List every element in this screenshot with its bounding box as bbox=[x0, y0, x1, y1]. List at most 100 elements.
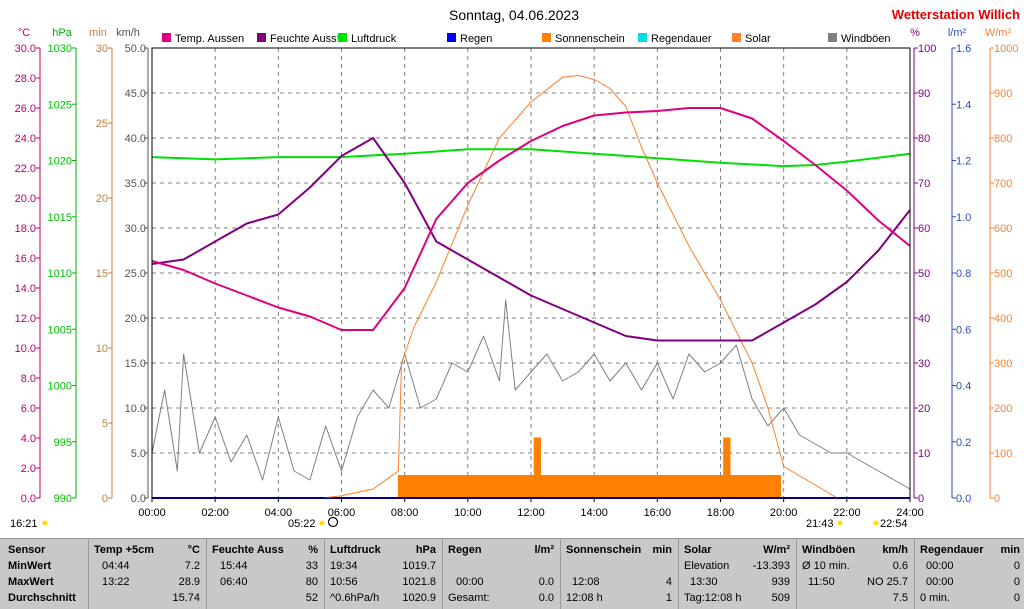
grid bbox=[152, 48, 910, 498]
tick-label-temp: 14.0 bbox=[15, 283, 36, 295]
moon-icon bbox=[327, 516, 339, 528]
tick-label-solar: 900 bbox=[994, 88, 1012, 100]
stats-humidity-min-time: 15:44 bbox=[220, 560, 248, 572]
tick-label-temp: 16.0 bbox=[15, 253, 36, 265]
x-tick-label: 22:00 bbox=[833, 507, 861, 519]
legend-swatch-rainduration bbox=[638, 33, 647, 42]
tick-label-temp: 8.0 bbox=[21, 373, 36, 385]
stats-humidity-min-value: 33 bbox=[305, 560, 318, 572]
tick-label-wind: 35.0 bbox=[125, 178, 146, 190]
stats-temp-max-time: 13:22 bbox=[102, 576, 130, 588]
stats-rainduration-unit: min bbox=[1000, 544, 1020, 556]
tick-label-humidity: 50 bbox=[918, 268, 930, 280]
tick-label-humidity: 80 bbox=[918, 133, 930, 145]
stats-table: Sensor MinWert MaxWert Durchschnitt Temp… bbox=[0, 538, 1024, 609]
tick-label-solar: 100 bbox=[994, 448, 1012, 460]
x-tick-label: 14:00 bbox=[580, 507, 608, 519]
x-tick-label: 20:00 bbox=[770, 507, 798, 519]
unit-humidity: % bbox=[910, 27, 920, 39]
legend-label-solar: Solar bbox=[745, 33, 771, 45]
tick-label-wind: 10.0 bbox=[125, 403, 146, 415]
legend-label-gust: Windböen bbox=[841, 33, 891, 45]
tick-label-pressure: 1020 bbox=[48, 156, 72, 168]
x-tick-label: 16:00 bbox=[644, 507, 672, 519]
tick-label-wind: 50.0 bbox=[125, 43, 146, 55]
stats-sensor-title: Sensor bbox=[8, 544, 46, 556]
tick-label-solar: 800 bbox=[994, 133, 1012, 145]
tick-label-rain: 1.0 bbox=[956, 212, 971, 224]
tick-label-wind: 40.0 bbox=[125, 133, 146, 145]
stats-row-avg-label: Durchschnitt bbox=[8, 592, 76, 604]
stats-solar-day-value: 509 bbox=[771, 592, 790, 604]
tick-label-pressure: 1015 bbox=[48, 212, 72, 224]
series-luftdruck bbox=[151, 148, 911, 168]
tick-label-pressure: 1030 bbox=[48, 43, 72, 55]
tick-label-temp: 24.0 bbox=[15, 133, 36, 145]
legend-swatch-gust bbox=[828, 33, 837, 42]
stats-humidity-max-time: 06:40 bbox=[220, 576, 248, 588]
series-windboeen bbox=[151, 299, 911, 490]
stats-rainduration-max-time: 00:00 bbox=[926, 576, 954, 588]
tick-label-humidity: 70 bbox=[918, 178, 930, 190]
stats-sunshine-total-value: 1 bbox=[665, 592, 672, 604]
stats-panel-sensor: Sensor MinWert MaxWert Durchschnitt bbox=[0, 539, 89, 609]
sunrise-sun-icon bbox=[319, 520, 325, 526]
tick-label-solar: 0 bbox=[994, 493, 1000, 505]
tick-label-minutes: 30 bbox=[96, 43, 108, 55]
weather-chart: Sonntag, 04.06.2023 Wetterstation Willic… bbox=[10, 7, 1020, 530]
x-tick-label: 06:00 bbox=[328, 507, 356, 519]
right-time-marker: 22:54 bbox=[880, 518, 908, 530]
x-tick-label: 00:00 bbox=[138, 507, 166, 519]
stats-panel-humidity: Feuchte Auss% 15:44 33 06:40 80 52 bbox=[206, 539, 325, 609]
unit-temp: °C bbox=[18, 27, 30, 39]
stats-solar-elevation-value: -13.393 bbox=[752, 560, 790, 572]
tick-label-humidity: 40 bbox=[918, 313, 930, 325]
stats-rainduration-total-label: 0 min. bbox=[920, 592, 950, 604]
unit-wind: km/h bbox=[116, 27, 140, 39]
stats-wind-max-value: NO 25.7 bbox=[867, 576, 908, 588]
tick-label-pressure: 990 bbox=[54, 493, 72, 505]
legend-swatch-pressure bbox=[338, 33, 347, 42]
stats-panel-rain: Regen l/m² 00:00 0.0 Gesamt: 0.0 bbox=[442, 539, 561, 609]
stats-panel-sunshine: Sonnenschein min 12:08 4 12:08 h 1 bbox=[560, 539, 679, 609]
tick-label-pressure: 1000 bbox=[48, 381, 72, 393]
stats-pressure-avg-time: ^0.6hPa/h bbox=[330, 592, 380, 604]
chart-title: Sonntag, 04.06.2023 bbox=[449, 7, 579, 23]
stats-temp-max-value: 28.9 bbox=[178, 576, 200, 588]
tick-label-humidity: 100 bbox=[918, 43, 936, 55]
stats-rainduration-min-time: 00:00 bbox=[926, 560, 954, 572]
stats-wind-avg-value: 7.5 bbox=[892, 592, 908, 604]
tick-label-wind: 30.0 bbox=[125, 223, 146, 235]
tick-label-rain: 0.8 bbox=[956, 268, 971, 280]
tick-label-solar: 700 bbox=[994, 178, 1012, 190]
x-tick-label: 10:00 bbox=[454, 507, 482, 519]
stats-solar-max-time: 13:30 bbox=[690, 576, 718, 588]
tick-label-rain: 0.6 bbox=[956, 324, 971, 336]
stats-rain-title: Regen bbox=[448, 544, 482, 556]
tick-label-minutes: 10 bbox=[96, 343, 108, 355]
legend-label-sunshine: Sonnenschein bbox=[555, 33, 625, 45]
tick-label-rain: 0.4 bbox=[956, 381, 971, 393]
stats-pressure-unit: hPa bbox=[415, 544, 436, 556]
stats-rain-max-time: 00:00 bbox=[456, 576, 484, 588]
stats-wind-unit: km/h bbox=[882, 544, 908, 556]
stats-rain-total-value: 0.0 bbox=[538, 592, 554, 604]
tick-label-rain: 1.4 bbox=[956, 99, 971, 111]
left-sun-icon bbox=[42, 520, 48, 526]
tick-label-temp: 4.0 bbox=[21, 433, 36, 445]
station-brand: Wetterstation Willich bbox=[892, 7, 1020, 22]
tick-label-wind: 0.0 bbox=[131, 493, 146, 505]
tick-label-solar: 400 bbox=[994, 313, 1012, 325]
stats-solar-day-label: Tag:12:08 h bbox=[684, 592, 742, 604]
tick-label-temp: 30.0 bbox=[15, 43, 36, 55]
stats-pressure-avg-value: 1020.9 bbox=[402, 592, 436, 604]
unit-solar: W/m² bbox=[985, 27, 1012, 39]
series-solar bbox=[322, 75, 838, 499]
stats-panel-pressure: Luftdruck hPa 19:34 1019.7 10:56 1021.8 ^0.… bbox=[324, 539, 443, 609]
stats-rainduration-max-value: 0 bbox=[1013, 576, 1020, 588]
legend-label-rain: Regen bbox=[460, 33, 492, 45]
legend-swatch-solar bbox=[732, 33, 741, 42]
stats-solar-max-value: 939 bbox=[771, 576, 790, 588]
tick-label-wind: 20.0 bbox=[125, 313, 146, 325]
stats-pressure-max-value: 1021.8 bbox=[402, 576, 436, 588]
